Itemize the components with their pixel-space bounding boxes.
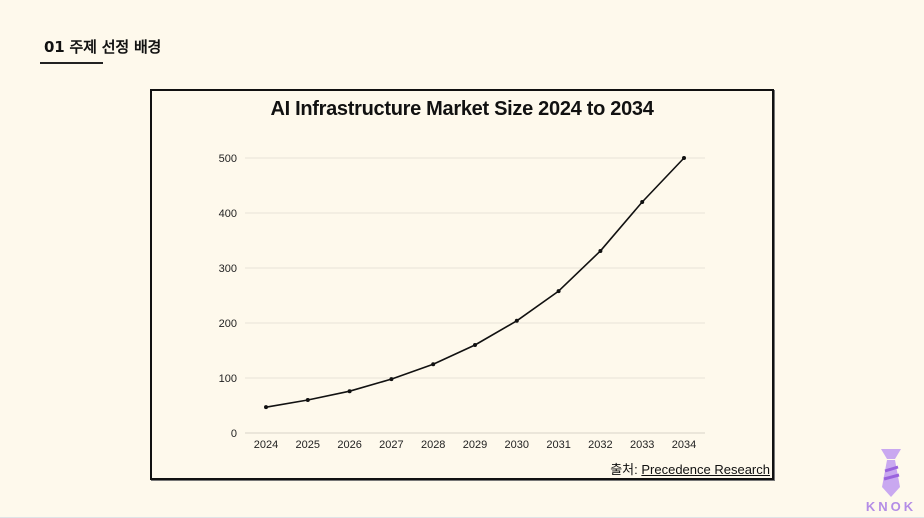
source-citation: 출처: Precedence Research (610, 459, 770, 478)
data-point (640, 200, 645, 204)
section-title: 01 주제 선정 배경 (44, 38, 162, 56)
x-tick-label: 2031 (546, 439, 570, 451)
data-point (347, 389, 352, 394)
necktie-icon (881, 449, 901, 497)
knok-logo: KNOK (861, 447, 921, 517)
y-tick-label: 200 (219, 318, 237, 330)
y-tick-label: 500 (219, 153, 237, 165)
logo-text: KNOK (865, 499, 917, 514)
data-point (682, 156, 686, 160)
chart-container: AI Infrastructure Market Size 2024 to 20… (150, 89, 774, 480)
line-chart: 0 100 200 300 400 500 2024 2025 2026 2027 2028 2029… (219, 153, 705, 451)
x-tick-label: 2027 (379, 439, 403, 451)
data-point (389, 377, 394, 382)
x-tick-label: 2028 (421, 439, 445, 451)
series-line (265, 157, 685, 408)
source-link[interactable]: Precedence Research (641, 462, 770, 477)
data-point (431, 362, 436, 367)
x-tick-label: 2034 (672, 439, 696, 451)
data-point (556, 289, 561, 294)
y-tick-label: 400 (219, 208, 237, 220)
data-point (305, 398, 310, 402)
y-tick-label: 0 (231, 428, 237, 440)
data-point (473, 343, 477, 347)
x-tick-label: 2029 (463, 439, 487, 451)
section-underline (40, 62, 103, 64)
data-point (264, 405, 268, 410)
data-point (598, 248, 603, 253)
chart-title: AI Infrastructure Market Size 2024 to 20… (270, 98, 654, 120)
y-tick-label: 100 (219, 373, 237, 385)
data-point (514, 318, 519, 323)
x-tick-label: 2030 (505, 439, 529, 451)
x-tick-label: 2024 (254, 439, 278, 451)
x-tick-label: 2025 (296, 439, 320, 451)
x-tick-label: 2026 (337, 439, 361, 451)
x-tick-label: 2032 (588, 439, 612, 451)
source-label: 출처: (610, 462, 638, 477)
x-tick-label: 2033 (630, 439, 654, 451)
y-tick-label: 300 (219, 263, 237, 275)
